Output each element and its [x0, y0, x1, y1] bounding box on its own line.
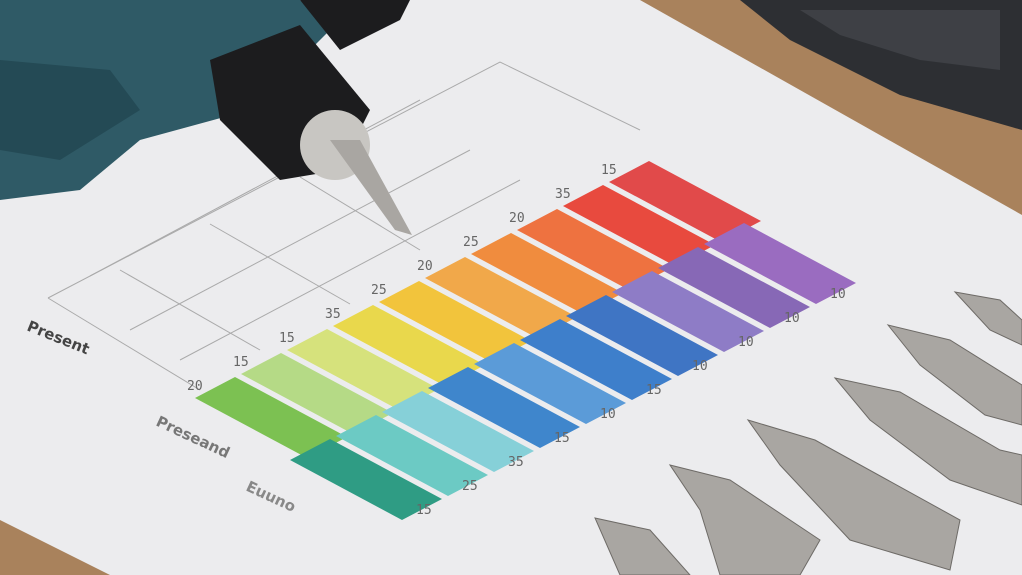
- color-swatch: [195, 377, 347, 458]
- color-swatch: [333, 305, 485, 386]
- swatch-label: 10: [738, 335, 754, 350]
- color-swatch: [336, 415, 488, 496]
- swatch-label: 10: [692, 359, 708, 374]
- color-swatch: [520, 319, 672, 400]
- swatch-label: 15: [279, 331, 295, 346]
- color-swatch: [382, 391, 534, 472]
- color-swatch: [241, 353, 393, 434]
- swatch-label: 25: [463, 235, 479, 250]
- color-swatch: [287, 329, 439, 410]
- power-drill: [0, 0, 412, 235]
- swatch-label: 25: [371, 283, 387, 298]
- drill-bits: [594, 291, 1022, 575]
- color-swatch: [563, 185, 715, 266]
- color-swatch: [612, 271, 764, 352]
- color-swatch: [471, 233, 623, 314]
- swatch-label: 25: [462, 479, 478, 494]
- swatch-label: 15: [601, 163, 617, 178]
- swatch-label: 10: [784, 311, 800, 326]
- color-swatch: [658, 247, 810, 328]
- swatch-label: 15: [554, 431, 570, 446]
- swatch-label: 20: [509, 211, 525, 226]
- swatch-label: 20: [187, 379, 203, 394]
- grid-lines: [47, 61, 641, 391]
- color-swatch: [609, 161, 761, 242]
- color-swatch: [474, 343, 626, 424]
- swatch-label: 10: [830, 287, 846, 302]
- color-swatch: [290, 439, 442, 520]
- color-swatch: [379, 281, 531, 362]
- keyboard: [740, 0, 1022, 130]
- swatch-label: 35: [325, 307, 341, 322]
- color-swatch-chart: 20 15 15 35 25 20 25 20 35 15 15 25 35 15 10 15 10 10 10 10: [187, 161, 856, 520]
- color-swatch: [704, 223, 856, 304]
- color-swatch: [517, 209, 669, 290]
- swatch-label: 15: [416, 503, 432, 518]
- swatch-label: 15: [646, 383, 662, 398]
- swatch-label: 15: [233, 355, 249, 370]
- swatch-label: 20: [417, 259, 433, 274]
- swatch-label: 10: [600, 407, 616, 422]
- swatch-label: 35: [555, 187, 571, 202]
- color-swatch: [428, 367, 580, 448]
- swatch-label: 35: [508, 455, 524, 470]
- color-swatch: [425, 257, 577, 338]
- color-swatch: [566, 295, 718, 376]
